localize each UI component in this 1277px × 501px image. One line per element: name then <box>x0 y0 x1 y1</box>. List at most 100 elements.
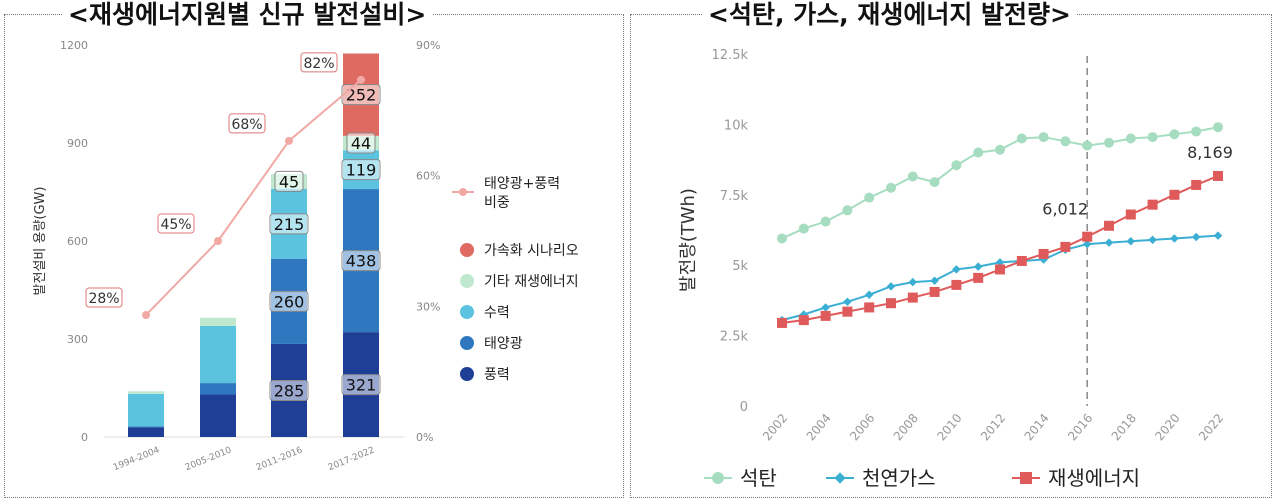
point-석탄 <box>1213 122 1223 133</box>
bar-label-box <box>346 132 376 154</box>
bar-value-label: 44 <box>351 134 371 153</box>
x-tick-label: 2014 <box>1022 411 1052 443</box>
bar-value-label: 321 <box>346 376 377 395</box>
point-천연가스 <box>973 262 983 271</box>
point-석탄 <box>1038 132 1049 143</box>
x-tick-label: 2002 <box>760 411 790 443</box>
y-tick-label: 600 <box>67 235 88 248</box>
legend-marker-태양광 <box>460 336 474 350</box>
y2-tick-label: 90% <box>416 39 440 52</box>
bar-label-box <box>274 170 304 192</box>
legend-label: 풍력 <box>484 367 510 383</box>
legend-label: 태양광 <box>484 336 523 352</box>
bar-태양광-1994-2004 <box>128 426 164 428</box>
y2-tick-label: 30% <box>416 300 440 313</box>
point-천연가스 <box>843 297 852 307</box>
x-tick-label: 2016 <box>1065 411 1095 443</box>
point-천연가스 <box>1148 235 1157 245</box>
bar-기타-재생에너지-2005-2010 <box>200 317 236 326</box>
y-axis-label: 발전설비 용량(GW) <box>33 187 48 296</box>
right-chart-title: <석탄, 가스, 재생에너지 발전량> <box>702 0 1078 30</box>
point-재생에너지 <box>1147 199 1158 210</box>
legend-label: 천연가스 <box>862 466 936 490</box>
point-천연가스 <box>1213 231 1223 240</box>
point-재생에너지 <box>973 272 984 283</box>
share-label-box <box>228 113 266 134</box>
point-천연가스 <box>1126 237 1136 246</box>
legend-share-marker <box>459 188 467 196</box>
bar-수력-1994-2004 <box>128 393 164 427</box>
point-석탄 <box>1191 126 1202 137</box>
bar-value-label: 119 <box>346 161 377 180</box>
point-석탄 <box>1104 137 1114 148</box>
point-석탄 <box>1060 136 1071 147</box>
x-tick-label: 2006 <box>847 411 877 443</box>
point-석탄 <box>820 216 831 227</box>
bar-value-label: 438 <box>346 252 377 271</box>
point-석탄 <box>907 171 918 182</box>
point-석탄 <box>973 147 984 158</box>
legend-share-label-2: 비중 <box>484 195 510 211</box>
point-재생에너지 <box>1213 170 1223 181</box>
point-재생에너지 <box>1016 255 1027 266</box>
share-value-label: 28% <box>88 291 119 307</box>
point-석탄 <box>864 192 875 203</box>
point-천연가스 <box>864 290 874 300</box>
legend-label: 수력 <box>484 305 510 321</box>
x-tick-label: 2022 <box>1196 411 1226 443</box>
share-point <box>142 311 150 320</box>
point-석탄 <box>777 233 787 244</box>
point-천연가스 <box>821 303 830 312</box>
share-label-box <box>157 213 195 234</box>
legend-label: 가속화 시나리오 <box>484 243 579 259</box>
y-tick-label: 1200 <box>60 39 88 52</box>
bar-label-box <box>341 374 381 396</box>
y-tick-label: 0 <box>740 400 748 415</box>
point-석탄 <box>1082 140 1093 151</box>
y-tick-label: 0 <box>81 431 88 444</box>
point-재생에너지 <box>1104 220 1114 231</box>
share-value-label: 68% <box>231 117 262 133</box>
point-재생에너지 <box>1191 179 1202 190</box>
bar-value-label: 252 <box>346 86 377 105</box>
legend-label: 재생에너지 <box>1048 466 1140 490</box>
bar-value-label: 260 <box>274 292 305 311</box>
point-석탄 <box>929 177 940 188</box>
x-tick-label: 2012 <box>978 411 1008 443</box>
x-tick-label: 2010 <box>934 411 964 443</box>
y2-tick-label: 0% <box>416 431 433 444</box>
legend-share-label-1: 태양광+풍력 <box>484 176 560 192</box>
point-재생에너지 <box>1169 189 1180 200</box>
legend-marker-가속화-시나리오 <box>460 243 474 257</box>
share-point <box>357 75 365 84</box>
bar-풍력-1994-2004 <box>128 427 164 437</box>
bar-value-label: 45 <box>279 172 299 191</box>
bar-label-box <box>269 379 309 401</box>
point-천연가스 <box>1191 232 1201 242</box>
point-천연가스 <box>930 276 939 285</box>
legend-marker-석탄 <box>712 472 724 484</box>
point-석탄 <box>1016 133 1027 144</box>
bar-기타-재생에너지-1994-2004 <box>128 391 164 394</box>
share-label-box <box>85 287 123 308</box>
x-tick-label: 2018 <box>1109 411 1139 443</box>
point-천연가스 <box>1104 238 1114 247</box>
point-천연가스 <box>908 277 918 287</box>
y-tick-label: 12.5k <box>712 48 749 63</box>
bar-value-label: 285 <box>274 381 305 400</box>
y-tick-label: 5k <box>732 259 748 274</box>
y-tick-label: 900 <box>67 137 88 150</box>
point-재생에너지 <box>864 302 875 313</box>
point-석탄 <box>1147 132 1158 143</box>
bar-수력-2005-2010 <box>200 325 236 384</box>
series-line-석탄 <box>781 126 1219 240</box>
point-석탄 <box>995 144 1005 155</box>
legend-marker-기타-재생에너지 <box>460 274 474 288</box>
point-재생에너지 <box>1060 241 1071 252</box>
legend-marker-풍력 <box>460 367 474 381</box>
point-재생에너지 <box>1038 248 1049 259</box>
bar-label-box <box>341 159 381 181</box>
legend-marker-수력 <box>460 305 474 319</box>
share-value-label: 45% <box>160 217 191 233</box>
